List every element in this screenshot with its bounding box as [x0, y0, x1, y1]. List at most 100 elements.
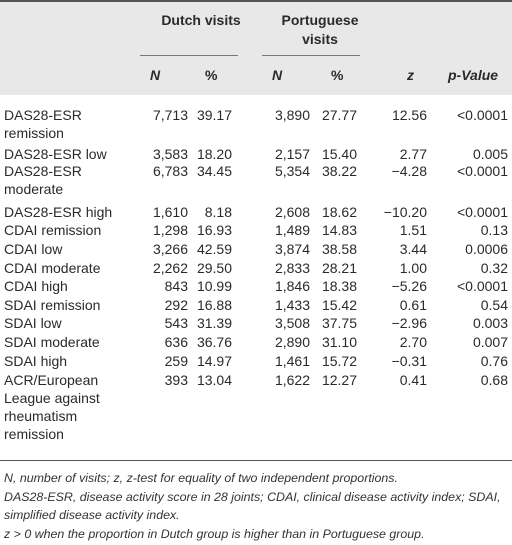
dutch-pct-cell: 14.97 — [196, 353, 232, 369]
portuguese-pct-cell: 31.10 — [321, 334, 357, 350]
dutch-n-cell: 3,583 — [152, 146, 188, 162]
portuguese-n-cell: 1,489 — [274, 222, 310, 238]
dutch-n-cell: 6,783 — [152, 163, 188, 179]
z-cell: 0.41 — [399, 372, 427, 388]
footnote-abbreviations: N, number of visits; z, z-test for equal… — [4, 471, 398, 485]
portuguese-pct-cell: 37.75 — [321, 315, 357, 331]
dutch-pct-cell: 18.20 — [196, 146, 232, 162]
row-label: SDAI moderate — [4, 334, 100, 350]
dutch-pct-cell: 42.59 — [196, 241, 232, 257]
z-cell: −0.31 — [391, 353, 427, 369]
group-portuguese-underline — [262, 55, 360, 56]
dutch-n-cell: 393 — [164, 372, 188, 388]
p-value-cell: 0.32 — [480, 260, 508, 276]
portuguese-n-cell: 1,846 — [274, 278, 310, 294]
footnote-definitions: DAS28-ESR, disease activity score in 28 … — [4, 490, 501, 522]
portuguese-n-cell: 2,157 — [274, 146, 310, 162]
z-cell: 2.70 — [399, 334, 427, 350]
dutch-pct-cell: 16.88 — [196, 297, 232, 313]
portuguese-pct-cell: 15.72 — [321, 353, 357, 369]
group-dutch-underline — [140, 55, 238, 56]
row-label: DAS28-ESR moderate — [4, 163, 82, 197]
col-header-dutch-pct: % — [205, 67, 218, 83]
row-label: ACR/European League against rheumatism r… — [4, 372, 100, 442]
row-label: SDAI low — [4, 315, 62, 331]
group-portuguese-title: Portuguese visits — [281, 12, 359, 47]
portuguese-pct-cell: 38.58 — [321, 241, 357, 257]
portuguese-n-cell: 3,508 — [274, 315, 310, 331]
dutch-n-cell: 843 — [164, 278, 188, 294]
z-cell: 12.56 — [391, 107, 427, 123]
row-label: CDAI low — [4, 241, 63, 257]
z-cell: 2.77 — [399, 146, 427, 162]
dutch-pct-cell: 13.04 — [196, 372, 232, 388]
portuguese-pct-cell: 27.77 — [321, 107, 357, 123]
dutch-pct-cell: 39.17 — [196, 107, 232, 123]
dutch-n-cell: 543 — [164, 315, 188, 331]
portuguese-n-cell: 1,433 — [274, 297, 310, 313]
dutch-n-cell: 3,266 — [152, 241, 188, 257]
dutch-n-cell: 1,298 — [152, 222, 188, 238]
dutch-n-cell: 259 — [164, 353, 188, 369]
row-label: DAS28-ESR low — [4, 146, 107, 162]
p-value-cell: 0.54 — [480, 297, 508, 313]
portuguese-pct-cell: 28.21 — [321, 260, 357, 276]
col-header-z: z — [407, 67, 414, 83]
col-header-dutch-n: N — [150, 67, 161, 83]
col-header-p-value: p-Value — [448, 67, 499, 83]
row-label: SDAI high — [4, 353, 68, 369]
col-header-portuguese-n: N — [272, 67, 283, 83]
footnote-z-direction: z > 0 when the proportion in Dutch group… — [4, 527, 425, 541]
p-value-cell: 0.005 — [472, 146, 508, 162]
table-header — [0, 0, 512, 95]
portuguese-pct-cell: 12.27 — [321, 372, 357, 388]
z-cell: 1.51 — [399, 222, 427, 238]
dutch-n-cell: 2,262 — [152, 260, 188, 276]
z-cell: −5.26 — [391, 278, 427, 294]
dutch-pct-cell: 8.18 — [204, 204, 232, 220]
dutch-pct-cell: 31.39 — [196, 315, 232, 331]
dutch-n-cell: 292 — [164, 297, 188, 313]
dutch-pct-cell: 10.99 — [196, 278, 232, 294]
row-label: CDAI moderate — [4, 260, 101, 276]
row-label: CDAI high — [4, 278, 68, 294]
bottom-rule — [0, 460, 512, 461]
row-label: DAS28-ESR high — [4, 204, 113, 220]
row-label: SDAI remission — [4, 297, 101, 313]
dutch-n-cell: 7,713 — [152, 107, 188, 123]
dutch-pct-cell: 29.50 — [196, 260, 232, 276]
dutch-pct-cell: 34.45 — [196, 163, 232, 179]
p-value-cell: <0.0001 — [457, 163, 508, 179]
portuguese-n-cell: 3,890 — [274, 107, 310, 123]
col-header-portuguese-pct: % — [331, 67, 344, 83]
dutch-pct-cell: 16.93 — [196, 222, 232, 238]
dutch-n-cell: 1,610 — [152, 204, 188, 220]
portuguese-pct-cell: 14.83 — [321, 222, 357, 238]
p-value-cell: <0.0001 — [457, 278, 508, 294]
portuguese-pct-cell: 38.22 — [321, 163, 357, 179]
portuguese-n-cell: 1,461 — [274, 353, 310, 369]
dutch-n-cell: 636 — [164, 334, 188, 350]
p-value-cell: 0.76 — [480, 353, 508, 369]
portuguese-n-cell: 5,354 — [274, 163, 310, 179]
portuguese-n-cell: 1,622 — [274, 372, 310, 388]
row-label: DAS28-ESR remission — [4, 107, 82, 141]
portuguese-pct-cell: 18.38 — [321, 278, 357, 294]
p-value-cell: 0.0006 — [465, 241, 508, 257]
p-value-cell: 0.007 — [472, 334, 508, 350]
z-cell: 1.00 — [399, 260, 427, 276]
p-value-cell: 0.68 — [480, 372, 508, 388]
z-cell: 0.61 — [399, 297, 427, 313]
p-value-cell: 0.003 — [472, 315, 508, 331]
group-dutch-title: Dutch visits — [161, 12, 241, 28]
p-value-cell: <0.0001 — [457, 107, 508, 123]
z-cell: 3.44 — [399, 241, 427, 257]
portuguese-n-cell: 3,874 — [274, 241, 310, 257]
dutch-pct-cell: 36.76 — [196, 334, 232, 350]
portuguese-pct-cell: 15.40 — [321, 146, 357, 162]
portuguese-n-cell: 2,608 — [274, 204, 310, 220]
top-rule — [0, 0, 512, 2]
portuguese-pct-cell: 15.42 — [321, 297, 357, 313]
p-value-cell: 0.13 — [480, 222, 508, 238]
